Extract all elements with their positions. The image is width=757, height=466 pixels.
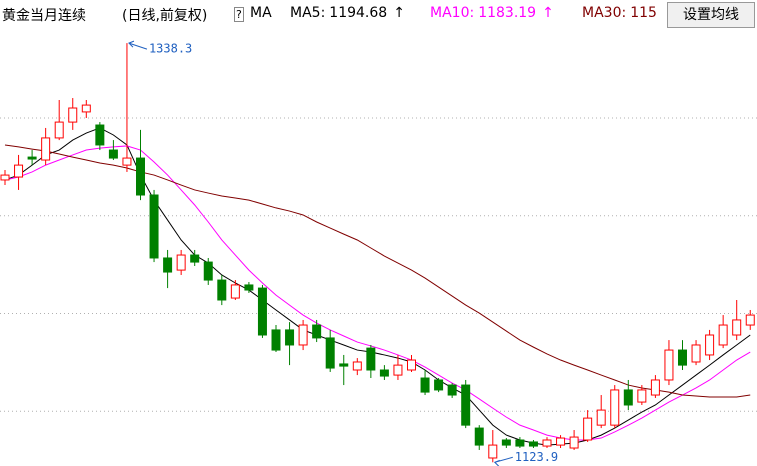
candle-body bbox=[745, 314, 755, 326]
help-icon[interactable]: ? bbox=[234, 7, 244, 22]
candle-body bbox=[352, 361, 362, 371]
candle-body bbox=[515, 439, 525, 447]
annotation-arrow bbox=[128, 42, 148, 50]
candle-body bbox=[325, 337, 335, 369]
header: 黄金当月连续 (日线,前复权) ? MA MA5: 1194.68 ↑ MA10: 1… bbox=[0, 0, 757, 30]
candle-body bbox=[623, 389, 633, 406]
candle-body bbox=[257, 287, 267, 336]
annotation-label: 1123.9 bbox=[515, 450, 558, 464]
candle-body bbox=[298, 324, 308, 346]
legend-label: MA5: bbox=[290, 5, 326, 21]
candle-body bbox=[271, 329, 281, 351]
candle-body bbox=[379, 369, 389, 377]
candle-body bbox=[461, 384, 471, 426]
candle-body bbox=[163, 257, 173, 273]
indicator-name: MA bbox=[250, 5, 272, 21]
candle-body bbox=[27, 156, 37, 160]
candle-body bbox=[203, 261, 213, 281]
candle-body bbox=[556, 437, 566, 446]
candle-body bbox=[41, 137, 51, 161]
candle-body bbox=[149, 194, 159, 259]
candle-body bbox=[678, 349, 687, 366]
annotation-label: 1338.3 bbox=[149, 42, 192, 56]
candle-body bbox=[176, 254, 186, 271]
candle-body bbox=[217, 279, 227, 301]
legend-value: 115 bbox=[630, 5, 657, 21]
legend-label: MA30: bbox=[582, 5, 627, 21]
candle-body bbox=[691, 344, 701, 363]
candle-body bbox=[610, 389, 620, 426]
candle-body bbox=[14, 164, 24, 178]
candle-body bbox=[122, 157, 132, 166]
candle-body bbox=[501, 439, 511, 446]
candle-body bbox=[407, 359, 416, 371]
candle-body bbox=[474, 427, 484, 446]
chart-subtitle: (日线,前复权) bbox=[122, 8, 208, 24]
candle-body bbox=[285, 329, 295, 346]
candle-body bbox=[393, 364, 403, 376]
candle-body bbox=[366, 347, 376, 371]
candle-body bbox=[732, 319, 742, 336]
candle-body bbox=[705, 334, 715, 356]
legend-arrow: ↑ bbox=[542, 5, 554, 21]
candle-body bbox=[81, 104, 91, 113]
candle-body bbox=[244, 284, 254, 291]
candle-body bbox=[0, 174, 10, 181]
legend-value: 1194.68 bbox=[329, 5, 388, 21]
candle-body bbox=[136, 157, 145, 196]
legend-label: MA10: bbox=[430, 5, 475, 21]
candle-body bbox=[637, 389, 647, 403]
legend-entry: MA5: 1194.68 ↑ bbox=[290, 5, 405, 21]
candle-body bbox=[312, 324, 322, 339]
candle-body bbox=[54, 121, 64, 139]
candle-body bbox=[420, 377, 430, 393]
candle-body bbox=[68, 107, 78, 123]
candle-body bbox=[596, 409, 606, 426]
chart-title: 黄金当月连续 bbox=[2, 8, 86, 24]
legend-value: 1183.19 bbox=[478, 5, 537, 21]
ma-line bbox=[4, 144, 751, 398]
legend-arrow: ↑ bbox=[393, 5, 405, 21]
candle-body bbox=[542, 439, 552, 447]
annotation-arrowhead bbox=[493, 459, 500, 466]
candle-body bbox=[190, 254, 200, 263]
candle-body bbox=[650, 379, 660, 396]
candle-body bbox=[339, 363, 349, 367]
candle-body bbox=[230, 284, 240, 299]
candle-body bbox=[664, 349, 674, 381]
candle-body bbox=[108, 149, 118, 159]
legend-entry: MA30: 115 bbox=[582, 5, 657, 21]
candle-body bbox=[569, 436, 579, 449]
candle-body bbox=[583, 417, 593, 441]
candle-body bbox=[447, 384, 457, 396]
annotation-arrowhead bbox=[128, 40, 135, 48]
legend-entry: MA10: 1183.19 ↑ bbox=[430, 5, 554, 21]
candle-body bbox=[488, 444, 498, 459]
candle-body bbox=[528, 441, 538, 447]
ma-line bbox=[4, 127, 751, 446]
settings-button[interactable]: 设置均线 bbox=[667, 2, 755, 28]
ma-line bbox=[4, 145, 751, 441]
candle-body bbox=[434, 379, 444, 391]
candle-body bbox=[718, 324, 728, 346]
candle-body bbox=[95, 124, 105, 146]
